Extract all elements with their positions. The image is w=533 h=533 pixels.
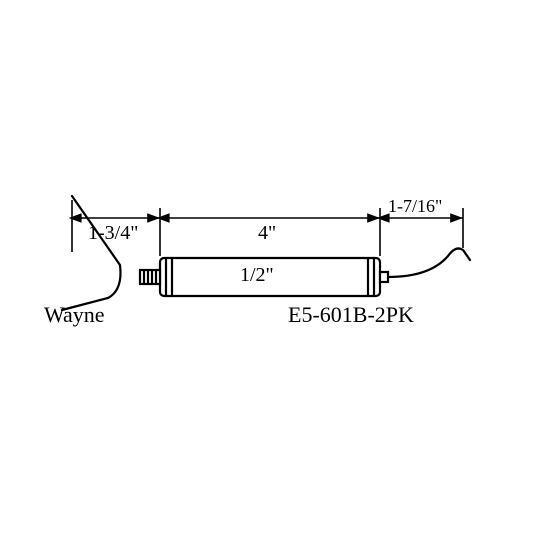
right-lead xyxy=(388,248,470,277)
diameter-label: 1/2" xyxy=(240,264,274,287)
brand-label: Wayne xyxy=(44,302,105,328)
dim-middle-label: 4" xyxy=(258,222,276,245)
left-lead xyxy=(62,196,121,310)
dim-left-label: 1-3/4" xyxy=(88,222,138,245)
dim-right-label: 1-7/16" xyxy=(388,196,442,217)
part-number: E5-601B-2PK xyxy=(288,302,414,328)
